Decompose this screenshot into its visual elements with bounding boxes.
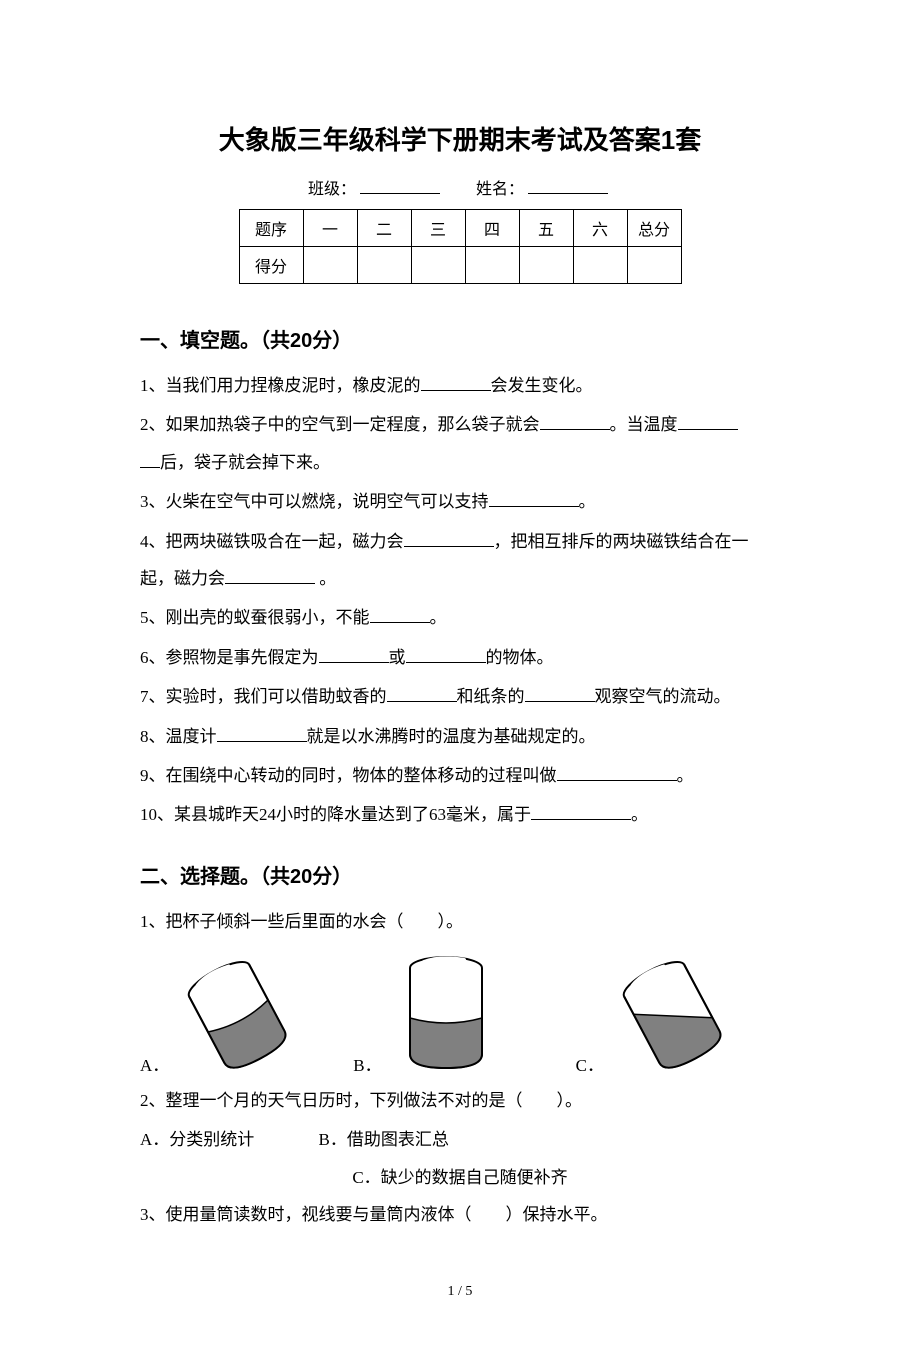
class-blank bbox=[360, 178, 440, 194]
q-text: 9、在围绕中心转动的同时，物体的整体移动的过程叫做 bbox=[140, 766, 557, 785]
s2q1: 1、把杯子倾斜一些后里面的水会（ ）。 bbox=[140, 903, 780, 940]
q-text: 1、当我们用力捏橡皮泥时，橡皮泥的 bbox=[140, 376, 421, 395]
cup-b-icon bbox=[386, 946, 506, 1076]
cell: 六 bbox=[573, 210, 627, 247]
q9: 9、在围绕中心转动的同时，物体的整体移动的过程叫做 。 bbox=[140, 757, 780, 794]
opt-b: B．借助图表汇总 bbox=[319, 1121, 449, 1158]
q-text: 3、火柴在空气中可以燃烧，说明空气可以支持 bbox=[140, 492, 489, 511]
s2q2-opts-line2: C．缺少的数据自己随便补齐 bbox=[140, 1159, 780, 1196]
q-text: 。当温度 bbox=[610, 415, 678, 434]
opt-c: C．缺少的数据自己随便补齐 bbox=[352, 1168, 567, 1187]
q8: 8、温度计 就是以水沸腾时的温度为基础规定的。 bbox=[140, 718, 780, 755]
q-text: 观察空气的流动。 bbox=[595, 687, 731, 706]
q-text: 或 bbox=[389, 648, 406, 667]
cell-header: 题序 bbox=[239, 210, 303, 247]
cell-header: 得分 bbox=[239, 247, 303, 284]
blank bbox=[140, 451, 160, 468]
q-text: 8、温度计 bbox=[140, 727, 217, 746]
q-text: 和纸条的 bbox=[457, 687, 525, 706]
blank bbox=[557, 764, 677, 781]
q-text: 7、实验时，我们可以借助蚊香的 bbox=[140, 687, 387, 706]
cell: 五 bbox=[519, 210, 573, 247]
q-text: 会发生变化。 bbox=[491, 376, 593, 395]
choice-a: A． bbox=[140, 946, 303, 1076]
blank bbox=[525, 685, 595, 702]
s2q2-opts-line1: A．分类别统计 B．借助图表汇总 bbox=[140, 1121, 780, 1158]
blank bbox=[540, 413, 610, 430]
cup-a-icon bbox=[173, 946, 303, 1076]
blank bbox=[531, 803, 631, 820]
q-text: 就是以水沸腾时的温度为基础规定的。 bbox=[307, 727, 596, 746]
class-label: 班级： bbox=[308, 181, 356, 198]
blank bbox=[678, 413, 738, 430]
q-text: 。 bbox=[677, 766, 694, 785]
cell: 一 bbox=[303, 210, 357, 247]
q-text: 2、如果加热袋子中的空气到一定程度，那么袋子就会 bbox=[140, 415, 540, 434]
choice-b: B． bbox=[353, 946, 505, 1076]
score-table: 题序 一 二 三 四 五 六 总分 得分 bbox=[239, 209, 682, 284]
blank bbox=[406, 646, 486, 663]
cell bbox=[303, 247, 357, 284]
q10: 10、某县城昨天24小时的降水量达到了63毫米，属于 。 bbox=[140, 796, 780, 833]
blank bbox=[404, 530, 494, 547]
q-text: 4、把两块磁铁吸合在一起，磁力会 bbox=[140, 532, 404, 551]
q7: 7、实验时，我们可以借助蚊香的 和纸条的 观察空气的流动。 bbox=[140, 678, 780, 715]
opt-label: A． bbox=[140, 1051, 169, 1076]
page-footer: 1 / 5 bbox=[140, 1284, 780, 1300]
q1: 1、当我们用力捏橡皮泥时，橡皮泥的 会发生变化。 bbox=[140, 367, 780, 404]
name-label: 姓名： bbox=[476, 181, 524, 198]
q-text: 。 bbox=[579, 492, 596, 511]
q5: 5、刚出壳的蚁蚕很弱小，不能 。 bbox=[140, 599, 780, 636]
cell: 二 bbox=[357, 210, 411, 247]
choice-c: C． bbox=[576, 946, 738, 1076]
opt-label: C． bbox=[576, 1051, 604, 1076]
cell bbox=[573, 247, 627, 284]
q-text: 。 bbox=[430, 608, 447, 627]
name-blank bbox=[528, 178, 608, 194]
q-text: 后，袋子就会掉下来。 bbox=[160, 453, 330, 472]
meta-line: 班级： 姓名： bbox=[140, 175, 780, 199]
q-text: 。 bbox=[315, 569, 336, 588]
cell bbox=[519, 247, 573, 284]
cell: 三 bbox=[411, 210, 465, 247]
q-text: 。 bbox=[631, 805, 648, 824]
q-text: 10、某县城昨天24小时的降水量达到了63毫米，属于 bbox=[140, 805, 531, 824]
blank bbox=[370, 606, 430, 623]
section-1-title: 一、填空题。（共20分） bbox=[140, 324, 780, 353]
cup-c-icon bbox=[608, 946, 738, 1076]
blank bbox=[319, 646, 389, 663]
q3: 3、火柴在空气中可以燃烧，说明空气可以支持 。 bbox=[140, 483, 780, 520]
q4: 4、把两块磁铁吸合在一起，磁力会，把相互排斥的两块磁铁结合在一起，磁力会 。 bbox=[140, 523, 780, 598]
cell bbox=[465, 247, 519, 284]
q2: 2、如果加热袋子中的空气到一定程度，那么袋子就会 。当温度 后，袋子就会掉下来。 bbox=[140, 406, 780, 481]
blank bbox=[225, 567, 315, 584]
opt-a: A．分类别统计 bbox=[140, 1121, 254, 1158]
q-text: 的物体。 bbox=[486, 648, 554, 667]
exam-title: 大象版三年级科学下册期末考试及答案1套 bbox=[140, 120, 780, 157]
cell bbox=[357, 247, 411, 284]
table-row: 得分 bbox=[239, 247, 681, 284]
blank bbox=[489, 490, 579, 507]
blank bbox=[387, 685, 457, 702]
cell: 四 bbox=[465, 210, 519, 247]
q-text: 6、参照物是事先假定为 bbox=[140, 648, 319, 667]
cell bbox=[411, 247, 465, 284]
blank bbox=[217, 725, 307, 742]
opt-label: B． bbox=[353, 1051, 381, 1076]
section-2-title: 二、选择题。（共20分） bbox=[140, 860, 780, 889]
s2q2: 2、整理一个月的天气日历时，下列做法不对的是（ ）。 bbox=[140, 1082, 780, 1119]
s2q3: 3、使用量筒读数时，视线要与量筒内液体（ ）保持水平。 bbox=[140, 1196, 780, 1233]
table-row: 题序 一 二 三 四 五 六 总分 bbox=[239, 210, 681, 247]
cell bbox=[627, 247, 681, 284]
blank bbox=[421, 374, 491, 391]
q-text: 5、刚出壳的蚁蚕很弱小，不能 bbox=[140, 608, 370, 627]
s2q1-choices: A． B． C． bbox=[140, 946, 780, 1076]
q6: 6、参照物是事先假定为 或 的物体。 bbox=[140, 639, 780, 676]
cell: 总分 bbox=[627, 210, 681, 247]
